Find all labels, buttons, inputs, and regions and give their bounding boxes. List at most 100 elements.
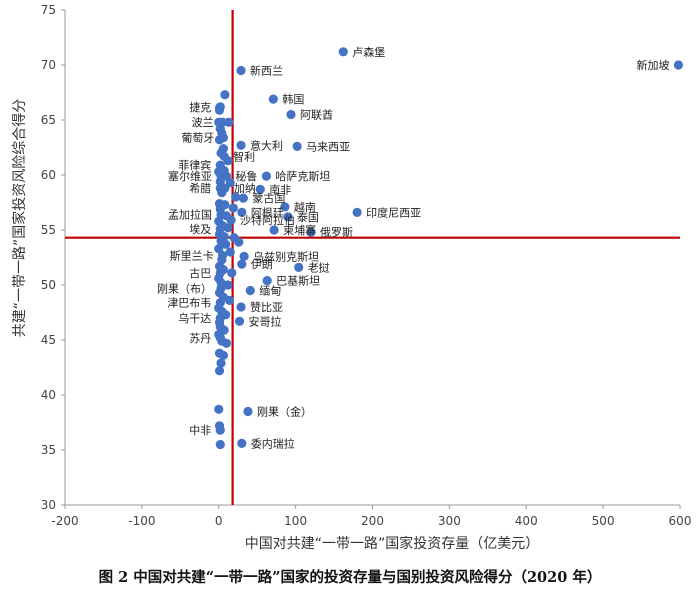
- data-point: [237, 207, 247, 217]
- data-point: [216, 171, 226, 181]
- figure-caption: 图 2 中国对共建“一带一路”国家的投资存量与国别投资风险得分（2020 年）: [98, 569, 602, 586]
- point-label: 捷克: [189, 100, 211, 114]
- point-label: 塞尔维亚: [168, 169, 212, 183]
- point-label: 赞比亚: [250, 301, 283, 314]
- y-tick-label: 35: [41, 443, 56, 457]
- point-label: 伊朗: [251, 258, 273, 271]
- x-tick-label: -200: [51, 514, 78, 528]
- data-point: [215, 298, 225, 308]
- point-label: 秘鲁: [235, 169, 257, 183]
- data-point: [218, 133, 228, 143]
- point-label: 乌干达: [178, 311, 211, 325]
- point-label: 巴基斯坦: [276, 274, 320, 288]
- data-point: [236, 65, 246, 76]
- point-label: 斯里兰卡: [170, 249, 214, 262]
- point-label: 阿联酋: [300, 108, 333, 122]
- point-label: 马来西亚: [306, 140, 350, 153]
- point-label: 印度尼西亚: [366, 205, 421, 219]
- point-label: 卢森堡: [352, 45, 385, 59]
- point-label: 委内瑞拉: [251, 436, 295, 450]
- x-tick-label: -100: [128, 514, 155, 528]
- point-label: 沙特阿拉伯: [240, 213, 295, 227]
- point-label: 孟加拉国: [168, 208, 212, 222]
- data-point: [306, 227, 316, 237]
- data-point: [234, 237, 244, 247]
- x-axis-label: 中国对共建“一带一路”国家投资存量（亿美元）: [245, 535, 540, 552]
- point-label: 俄罗斯: [320, 226, 353, 239]
- data-point: [220, 90, 230, 100]
- data-point: [218, 350, 228, 360]
- point-label: 苏丹: [189, 332, 211, 345]
- data-point: [228, 203, 238, 213]
- point-label: 葡萄牙: [181, 132, 214, 145]
- x-tick-label: 300: [438, 514, 461, 528]
- data-point: [269, 225, 279, 235]
- data-point: [215, 333, 225, 343]
- point-label: 加纳: [234, 182, 256, 195]
- y-tick-label: 40: [41, 388, 56, 402]
- point-label: 菲律宾: [178, 158, 211, 172]
- data-points: [214, 47, 684, 450]
- data-point: [214, 366, 225, 376]
- x-tick-label: 600: [669, 514, 692, 528]
- point-label: 波兰: [192, 116, 214, 129]
- data-point: [286, 109, 296, 120]
- data-point: [234, 316, 245, 326]
- point-label: 希腊: [189, 181, 211, 195]
- data-point: [215, 160, 225, 170]
- data-point: [239, 251, 249, 261]
- data-point: [221, 239, 231, 249]
- data-point: [262, 276, 272, 286]
- data-point: [338, 47, 348, 57]
- y-tick-label: 75: [41, 3, 56, 17]
- point-label: 埃及: [189, 222, 211, 236]
- data-point: [219, 151, 229, 161]
- data-point: [223, 223, 233, 233]
- point-label: 意大利: [250, 138, 283, 152]
- y-tick-label: 60: [41, 168, 56, 182]
- axes: -200 -100 0 100 200 300 400 500 600 30 35 40 45 50 55 6…: [41, 3, 692, 528]
- reference-lines: [65, 10, 680, 505]
- point-label: 津巴布韦: [167, 297, 211, 310]
- data-point: [283, 212, 293, 222]
- data-point: [217, 250, 228, 260]
- point-label: 阿根廷: [251, 205, 284, 219]
- y-tick-label: 30: [41, 498, 56, 512]
- data-point: [237, 259, 247, 269]
- point-label: 南非: [269, 183, 291, 196]
- data-point: [216, 283, 226, 293]
- y-tick-label: 70: [41, 58, 56, 72]
- y-tick-label: 65: [41, 113, 56, 127]
- data-point: [225, 247, 235, 257]
- point-label: 乌兹别克斯坦: [253, 249, 319, 263]
- data-point: [292, 141, 302, 151]
- point-label: 智利: [233, 149, 255, 163]
- data-point: [215, 268, 225, 278]
- data-point: [243, 406, 253, 417]
- data-point: [217, 117, 228, 127]
- point-label: 柬埔寨: [283, 223, 316, 237]
- x-tick-label: 500: [592, 514, 615, 528]
- data-point: [237, 438, 247, 448]
- point-label: 中非: [189, 424, 211, 437]
- data-point: [268, 94, 278, 104]
- data-point: [280, 202, 290, 212]
- data-point: [215, 425, 225, 435]
- data-point: [215, 183, 225, 193]
- point-label: 哈萨克斯坦: [275, 169, 330, 183]
- x-tick-label: 200: [361, 514, 384, 528]
- data-point: [221, 338, 232, 348]
- data-point: [215, 313, 225, 323]
- point-label: 古巴: [189, 267, 211, 280]
- data-point: [352, 207, 362, 217]
- data-point: [236, 140, 246, 150]
- data-point: [255, 184, 265, 194]
- data-point: [216, 210, 226, 220]
- data-point: [238, 193, 248, 203]
- y-tick-label: 45: [41, 333, 56, 347]
- data-point: [224, 295, 235, 305]
- data-point: [216, 358, 226, 368]
